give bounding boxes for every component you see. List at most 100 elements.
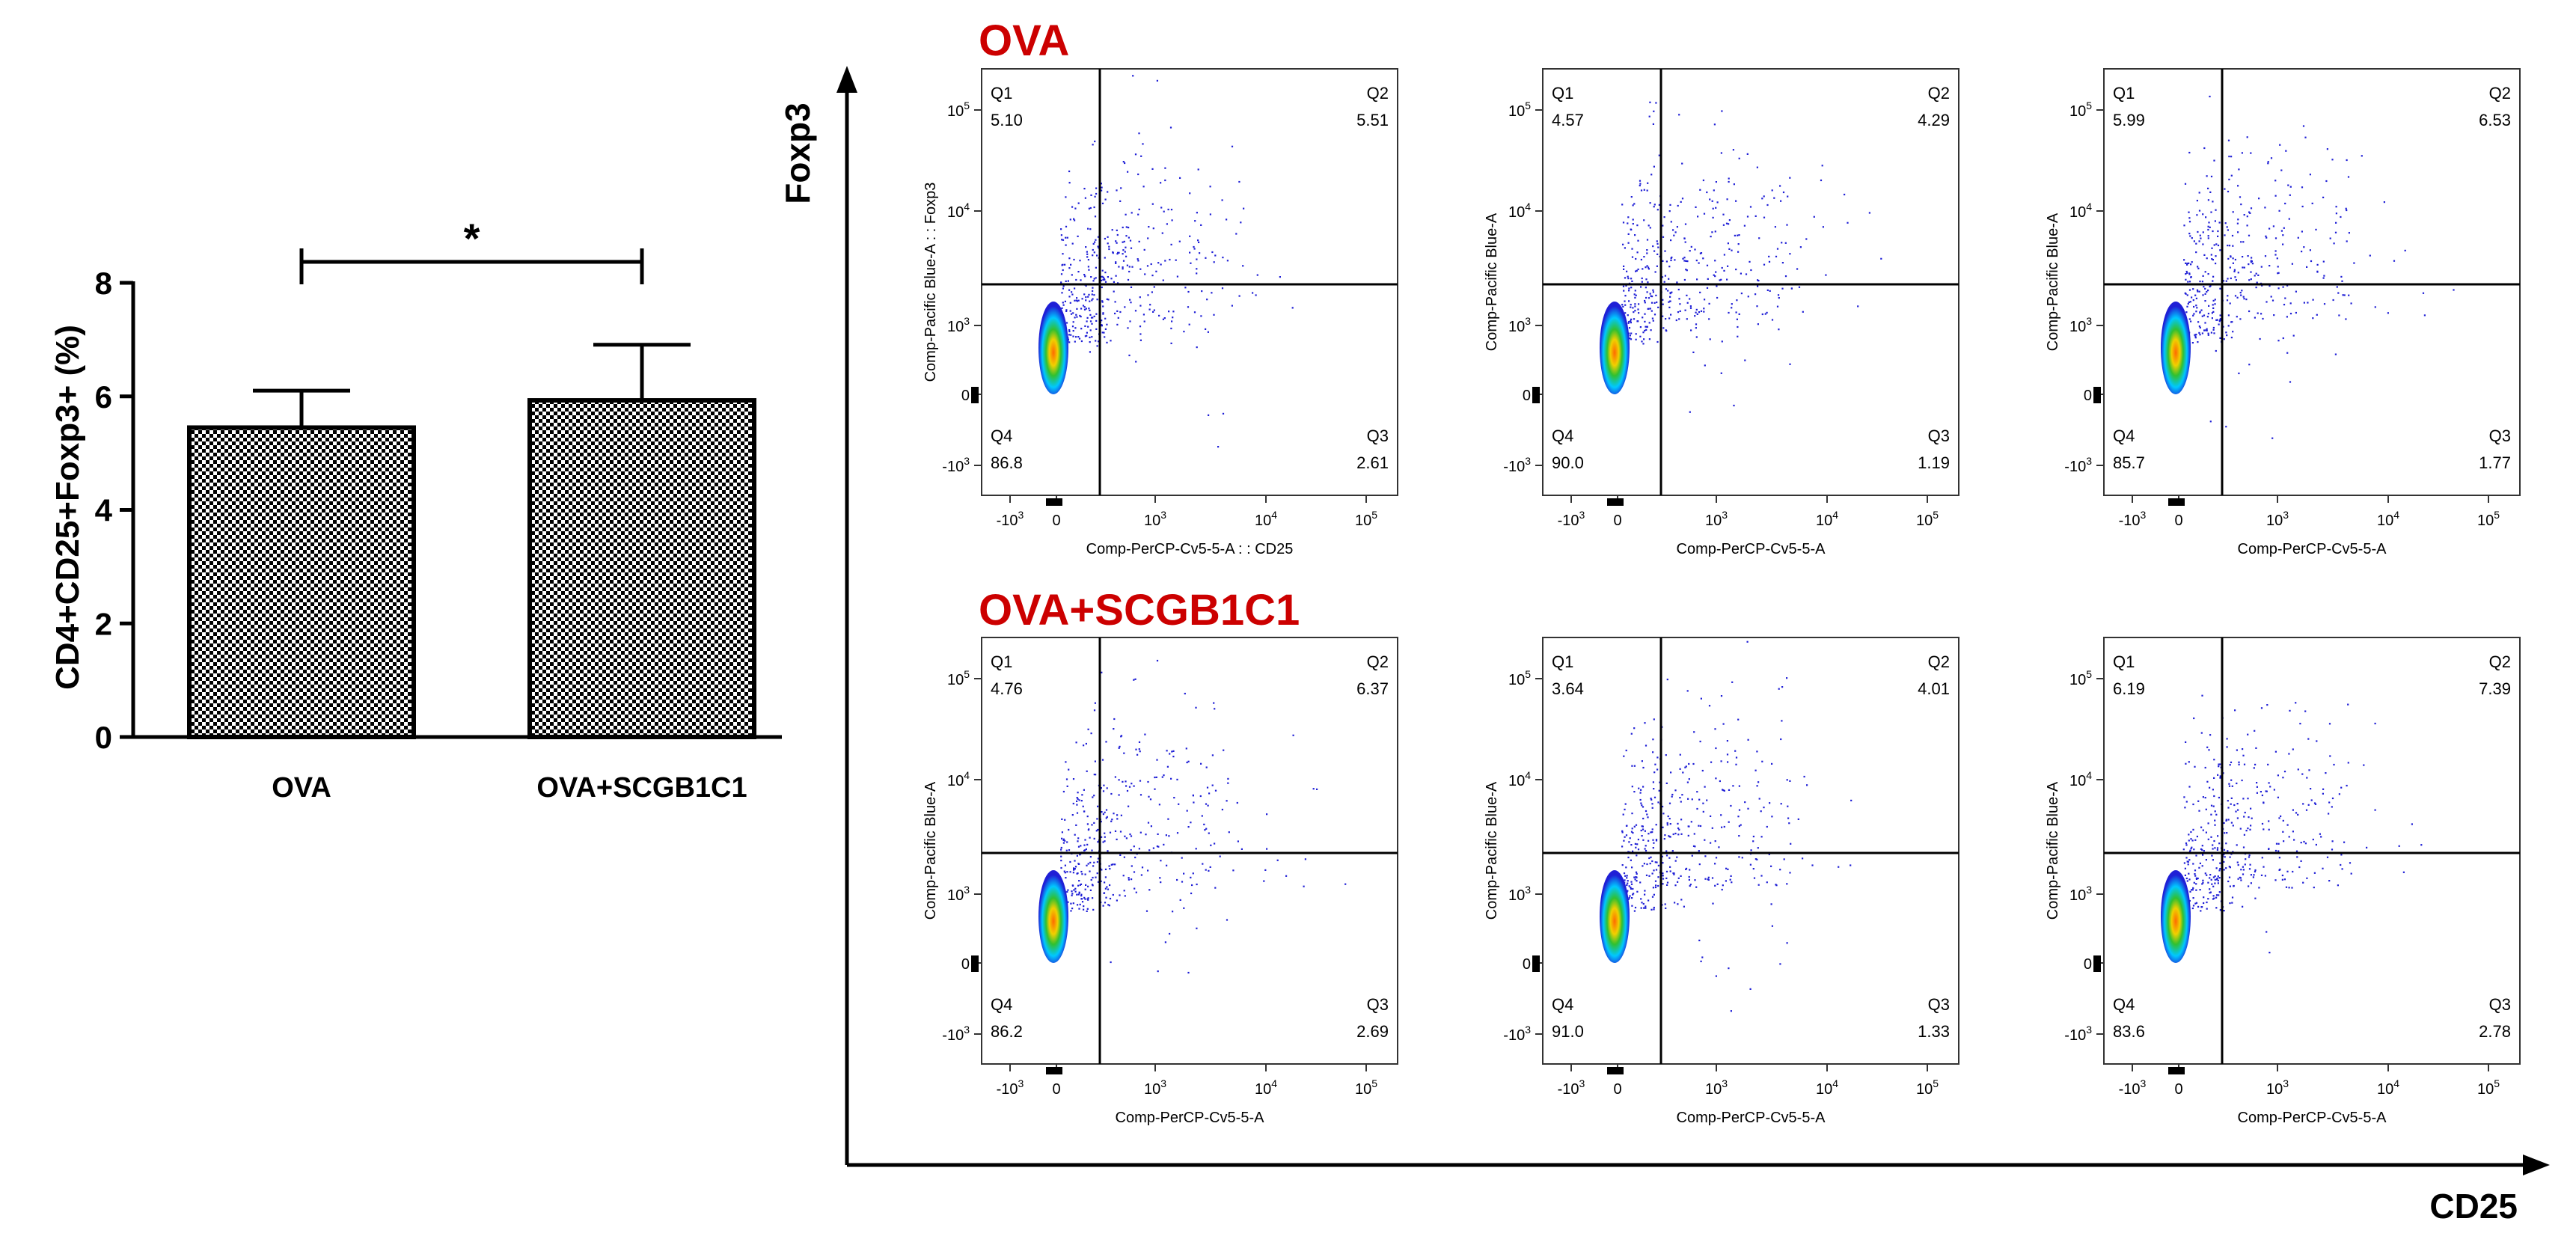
event-dot [2187,863,2189,866]
event-dot [1713,274,1715,276]
event-dot [1756,166,1758,168]
event-dot [1122,268,1124,270]
event-dot [1703,308,1705,310]
event-dot [2207,313,2209,315]
event-dot [2204,271,2206,273]
event-dot [1129,239,1132,242]
event-dot [1714,275,1716,278]
event-dot [1075,299,1077,302]
event-dot [1653,771,1656,774]
event-dot [1123,856,1125,858]
event-dot [1708,302,1710,305]
event-dot [1077,792,1079,794]
event-dot [1669,300,1671,302]
event-dot [1116,814,1119,816]
event-dot [2194,335,2197,337]
event-dot [1649,227,1651,229]
event-dot [1702,179,1704,182]
event-dot [2226,746,2228,748]
event-dot [1653,204,1656,206]
event-dot [2213,159,2215,162]
event-dot [1642,839,1645,841]
event-dot [1084,839,1086,841]
event-dot [2248,279,2251,281]
event-dot [1098,340,1100,343]
density-blob [2161,302,2191,394]
event-dot [1147,294,1149,296]
scatter-points [1060,75,1294,448]
event-dot [2227,295,2229,297]
event-dot [2322,277,2325,279]
event-dot [1110,863,1113,866]
event-dot [2236,817,2239,819]
event-dot [2198,240,2200,242]
event-dot [1138,132,1140,135]
event-dot [1740,824,1742,826]
event-dot [2231,785,2233,787]
event-dot [1780,200,1782,202]
event-dot [2374,722,2376,725]
event-dot [1170,209,1173,211]
event-dot [2272,225,2274,227]
event-dot [2227,314,2230,316]
event-dot [1644,299,1646,302]
event-dot [1160,263,1162,266]
event-dot [1068,257,1071,260]
event-dot [2217,235,2219,237]
event-dot [1139,268,1142,270]
event-dot [1061,818,1063,820]
event-dot [1635,338,1637,340]
event-dot [1096,872,1098,875]
event-dot [1196,883,1198,886]
event-dot [1122,241,1124,243]
event-dot [1645,744,1648,747]
event-dot [1779,963,1781,965]
event-dot [2207,332,2209,334]
event-dot [1738,157,1740,159]
event-dot [1768,853,1770,855]
event-dot [1651,296,1653,298]
event-dot [1696,313,1698,315]
event-dot [1106,298,1108,300]
event-dot [1708,318,1710,320]
event-dot [2199,311,2201,314]
event-dot [2229,902,2231,905]
event-dot [1201,290,1203,293]
event-dot [2191,907,2194,910]
event-dot [1092,280,1095,282]
event-dot [1115,262,1117,264]
event-dot [1636,320,1639,322]
event-dot [1124,306,1126,308]
event-dot [1172,911,1174,913]
event-dot [2210,836,2212,838]
event-dot [1062,838,1065,840]
event-dot [1624,247,1626,249]
event-dot [1695,886,1698,888]
event-dot [1722,224,1725,226]
event-dot [1107,236,1109,238]
event-dot [1179,177,1181,179]
event-dot [2289,313,2292,315]
x-tick-label: 0 [1052,1081,1060,1098]
x-tick-label: 103 [1705,1077,1728,1098]
event-dot [1062,269,1064,272]
event-dot [2347,176,2350,178]
event-dot [1128,236,1130,239]
event-dot [1091,299,1093,302]
event-dot [1656,240,1658,242]
event-dot [2295,311,2297,314]
event-dot [1208,832,1210,834]
event-dot [1131,865,1133,867]
event-dot [1711,877,1714,879]
event-dot [2195,883,2197,885]
event-dot [1636,251,1639,254]
event-dot [1758,237,1760,239]
event-dot [1169,258,1171,261]
event-dot [1064,840,1066,842]
event-dot [1074,327,1077,329]
event-dot [1627,314,1629,316]
event-dot [2228,156,2230,158]
y-tick-label: 0 [2084,956,2092,973]
event-dot [2252,876,2254,878]
event-dot [2243,266,2245,269]
